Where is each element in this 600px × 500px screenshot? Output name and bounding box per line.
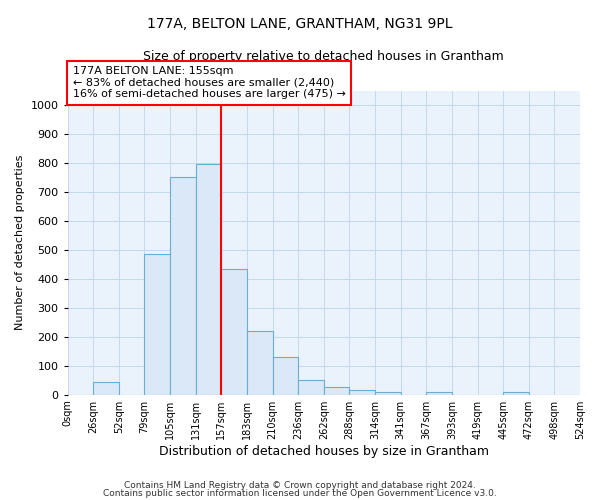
X-axis label: Distribution of detached houses by size in Grantham: Distribution of detached houses by size …	[159, 444, 489, 458]
Y-axis label: Number of detached properties: Number of detached properties	[15, 155, 25, 330]
Title: Size of property relative to detached houses in Grantham: Size of property relative to detached ho…	[143, 50, 504, 63]
Bar	[170, 178, 196, 394]
Text: 177A, BELTON LANE, GRANTHAM, NG31 9PL: 177A, BELTON LANE, GRANTHAM, NG31 9PL	[147, 18, 453, 32]
Bar	[93, 382, 119, 394]
Text: Contains public sector information licensed under the Open Government Licence v3: Contains public sector information licen…	[103, 488, 497, 498]
Bar	[324, 386, 349, 394]
Bar	[221, 268, 247, 394]
Bar	[145, 254, 170, 394]
Text: 177A BELTON LANE: 155sqm
← 83% of detached houses are smaller (2,440)
16% of sem: 177A BELTON LANE: 155sqm ← 83% of detach…	[73, 66, 346, 100]
Bar	[375, 392, 401, 394]
Bar	[349, 390, 375, 394]
Bar	[426, 392, 452, 394]
Bar	[196, 164, 221, 394]
Bar	[247, 331, 272, 394]
Bar	[298, 380, 324, 394]
Bar	[503, 392, 529, 394]
Text: Contains HM Land Registry data © Crown copyright and database right 2024.: Contains HM Land Registry data © Crown c…	[124, 481, 476, 490]
Bar	[272, 357, 298, 395]
